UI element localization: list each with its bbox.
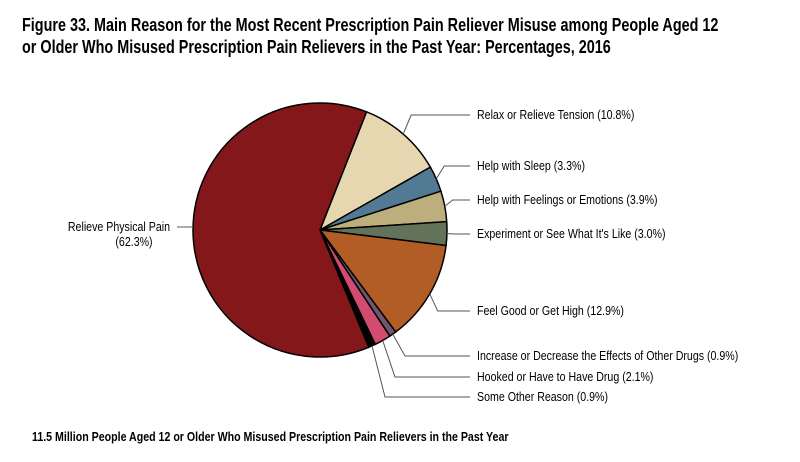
slice-label: Experiment or See What It's Like (3.0%) [477,227,666,241]
slice-label: Help with Feelings or Emotions (3.9%) [477,193,658,207]
chart-title: Figure 33. Main Reason for the Most Rece… [22,14,782,58]
title-line-1: Figure 33. Main Reason for the Most Rece… [22,15,719,35]
leader-line [382,340,470,378]
title-line-2: or Older Who Misused Prescription Pain R… [22,37,611,57]
pie-slice [192,102,370,358]
pie-slice [318,229,447,334]
slice-label: Increase or Decrease the Effects of Othe… [477,349,738,363]
slice-label: Hooked or Have to Have Drug (2.1%) [477,370,654,384]
slice-label: Some Other Reason (0.9%) [477,390,608,404]
leader-line [371,345,470,398]
leader-line [435,165,470,180]
leader-line [429,293,470,312]
slice-label: Relax or Relieve Tension (10.8%) [477,108,635,122]
leader-line [392,333,470,357]
slice-label: Feel Good or Get High (12.9%) [477,304,624,318]
leader-line [402,114,470,135]
leader-line [444,199,470,207]
slice-label: Help with Sleep (3.3%) [477,159,585,173]
chart-footer: 11.5 Million People Aged 12 or Older Who… [32,430,509,444]
pie-slice [318,110,432,232]
slice-label: Relieve Physical Pain [68,220,170,234]
slice-label-value: (62.3%) [115,235,152,249]
